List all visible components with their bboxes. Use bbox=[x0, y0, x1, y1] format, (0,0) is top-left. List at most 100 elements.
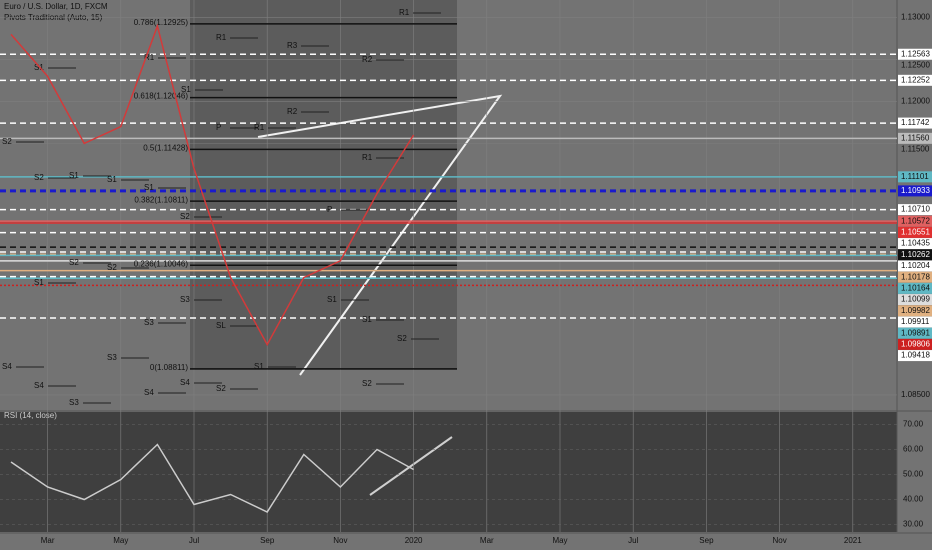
x-tick-label: Sep bbox=[699, 536, 714, 545]
price-level-label: 1.12563 bbox=[901, 49, 930, 58]
price-label-box bbox=[898, 185, 932, 197]
pivot-label: R1 bbox=[216, 33, 227, 42]
price-label-box bbox=[898, 48, 932, 60]
fib-label: 0.5(1.11428) bbox=[143, 144, 188, 153]
price-level-label: 1.11560 bbox=[901, 133, 930, 142]
pivot-label: S4 bbox=[144, 388, 154, 397]
price-label-box bbox=[898, 338, 932, 350]
price-level-label: 1.10099 bbox=[901, 295, 930, 304]
x-tick-label: Mar bbox=[480, 536, 494, 545]
price-label-box bbox=[898, 226, 932, 238]
fib-label: 0.382(1.10811) bbox=[134, 195, 188, 204]
x-tick-label: Sep bbox=[260, 536, 275, 545]
y-tick-label: 1.11500 bbox=[901, 145, 930, 154]
price-label-box bbox=[898, 215, 932, 227]
price-label-box bbox=[898, 171, 932, 183]
pivot-label: SL bbox=[216, 321, 226, 330]
price-level-label: 1.11742 bbox=[901, 118, 930, 127]
pivot-label: S1 bbox=[34, 278, 44, 287]
pivot-label: S1 bbox=[362, 315, 372, 324]
price-label-box bbox=[898, 271, 932, 283]
pivot-label: R1 bbox=[254, 123, 265, 132]
pivot-label: S1 bbox=[144, 183, 154, 192]
price-level-label: 1.10164 bbox=[901, 283, 930, 292]
price-level-label: 1.10572 bbox=[901, 216, 930, 225]
y-tick-label: 1.12500 bbox=[901, 61, 930, 70]
price-level-label: 1.09806 bbox=[901, 339, 930, 348]
fib-label: 0.786(1.12925) bbox=[134, 18, 189, 27]
pivot-label: R1 bbox=[144, 53, 155, 62]
fib-label: 0.618(1.12046) bbox=[134, 92, 189, 101]
rsi-tick-label: 70.00 bbox=[903, 420, 924, 429]
price-level-label: 1.10204 bbox=[901, 261, 930, 270]
rsi-trendline bbox=[369, 436, 453, 496]
rsi-title: RSI (14, close) bbox=[4, 411, 57, 420]
x-tick-label: Nov bbox=[333, 536, 347, 545]
price-level-label: 1.09982 bbox=[901, 306, 930, 315]
x-tick-label: Jul bbox=[189, 536, 199, 545]
price-label-box bbox=[898, 204, 932, 216]
pivot-label: S2 bbox=[2, 137, 12, 146]
rsi-tick-label: 60.00 bbox=[903, 445, 924, 454]
x-tick-label: May bbox=[113, 536, 128, 545]
pivot-label: R1 bbox=[362, 153, 373, 162]
price-level-label: 1.10710 bbox=[901, 205, 930, 214]
x-tick-label: May bbox=[552, 536, 567, 545]
x-tick-label: Mar bbox=[41, 536, 55, 545]
pivot-label: S4 bbox=[180, 378, 190, 387]
fib-zone bbox=[190, 0, 457, 370]
price-label-box bbox=[898, 294, 932, 306]
x-tick-label: 2021 bbox=[844, 536, 862, 545]
price-level-label: 1.11101 bbox=[901, 172, 929, 181]
price-label-box bbox=[898, 260, 932, 272]
pivot-label: R1 bbox=[399, 8, 410, 17]
symbol-title: Euro / U.S. Dollar, 1D, FXCM bbox=[4, 2, 108, 11]
rsi-line bbox=[10, 443, 414, 513]
pivot-label: S3 bbox=[144, 318, 154, 327]
price-label-box bbox=[898, 282, 932, 294]
triangle-drawing bbox=[257, 94, 503, 376]
pivot-label: R2 bbox=[362, 55, 373, 64]
price-level-label: 1.09911 bbox=[901, 317, 930, 326]
fib-label: 0(1.08811) bbox=[150, 363, 188, 372]
pivot-label: R2 bbox=[287, 107, 298, 116]
price-line bbox=[10, 23, 415, 347]
price-level-label: 1.09418 bbox=[901, 351, 930, 360]
rsi-tick-label: 40.00 bbox=[903, 495, 924, 504]
pivot-label: P bbox=[327, 205, 332, 214]
rsi-pane bbox=[0, 412, 897, 532]
price-level-label: 1.10262 bbox=[901, 250, 930, 259]
pivot-label: S2 bbox=[362, 379, 372, 388]
rsi-tick-label: 30.00 bbox=[903, 520, 924, 529]
price-label-box bbox=[898, 316, 932, 328]
price-level-label: 1.10178 bbox=[901, 272, 930, 281]
pivot-label: P bbox=[216, 123, 221, 132]
y-tick-label: 1.13000 bbox=[901, 13, 930, 22]
price-label-box bbox=[898, 249, 932, 261]
pivot-label: S1 bbox=[181, 85, 191, 94]
price-label-box bbox=[898, 117, 932, 129]
y-tick-label: 1.12000 bbox=[901, 97, 930, 106]
price-label-box bbox=[898, 327, 932, 339]
x-tick-label: Jul bbox=[628, 536, 638, 545]
pivot-label: S2 bbox=[34, 173, 44, 182]
pivot-label: S4 bbox=[34, 381, 44, 390]
price-level-label: 1.10933 bbox=[901, 186, 930, 195]
pivot-label: S1 bbox=[327, 295, 337, 304]
pivot-label: S3 bbox=[180, 295, 190, 304]
x-tick-label: Nov bbox=[772, 536, 786, 545]
pivot-label: S3 bbox=[107, 353, 117, 362]
price-label-box bbox=[898, 74, 932, 86]
rsi-tick-label: 50.00 bbox=[903, 470, 924, 479]
price-level-label: 1.12252 bbox=[901, 75, 930, 84]
fib-label: 0.236(1.10046) bbox=[134, 259, 189, 268]
pivot-label: S2 bbox=[397, 334, 407, 343]
price-label-box bbox=[898, 305, 932, 317]
y-tick-label: 1.08500 bbox=[901, 390, 930, 399]
pivot-label: S1 bbox=[107, 175, 117, 184]
price-level-label: 1.10551 bbox=[901, 227, 930, 236]
pivot-label: S2 bbox=[69, 258, 79, 267]
price-level-label: 1.10435 bbox=[901, 239, 930, 248]
